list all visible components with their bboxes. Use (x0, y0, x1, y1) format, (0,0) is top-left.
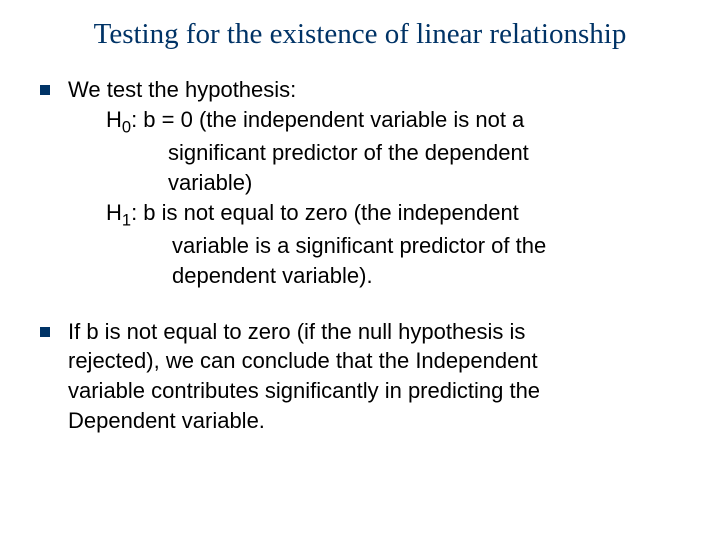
bullet-item-2: If b is not equal to zero (if the null h… (40, 317, 680, 436)
square-bullet-icon (40, 85, 50, 95)
square-bullet-icon (40, 327, 50, 337)
h0-subscript: 0 (122, 118, 131, 136)
b2-line3: variable contributes significantly in pr… (68, 376, 540, 406)
b1-line1: We test the hypothesis: (68, 75, 546, 105)
h1-text: : b is not equal to zero (the independen… (131, 200, 519, 225)
b1-line4: variable) (168, 168, 546, 198)
b2-line4: Dependent variable. (68, 406, 540, 436)
b1-line7: dependent variable). (172, 261, 546, 291)
h1-subscript: 1 (122, 211, 131, 229)
h0-prefix: H (106, 107, 122, 132)
slide-container: Testing for the existence of linear rela… (0, 0, 720, 540)
b2-line1: If b is not equal to zero (if the null h… (68, 317, 540, 347)
b1-line6: variable is a significant predictor of t… (172, 231, 546, 261)
bullet-1-content: We test the hypothesis: H0: b = 0 (the i… (68, 75, 546, 291)
b2-line2: rejected), we can conclude that the Inde… (68, 346, 540, 376)
b1-line3: significant predictor of the dependent (168, 138, 546, 168)
h1-prefix: H (106, 200, 122, 225)
bullet-item-1: We test the hypothesis: H0: b = 0 (the i… (40, 75, 680, 291)
b1-line5: H1: b is not equal to zero (the independ… (106, 198, 546, 232)
slide-title: Testing for the existence of linear rela… (40, 18, 680, 51)
h0-text: : b = 0 (the independent variable is not… (131, 107, 524, 132)
b1-line2: H0: b = 0 (the independent variable is n… (106, 105, 546, 139)
bullet-2-content: If b is not equal to zero (if the null h… (68, 317, 540, 436)
